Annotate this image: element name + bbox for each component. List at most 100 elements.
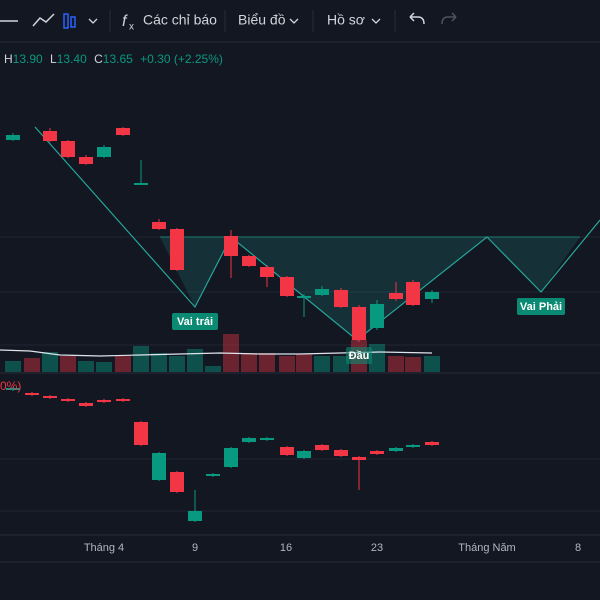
candle-icon[interactable] xyxy=(63,13,69,29)
volume-bar xyxy=(314,356,330,372)
candle-body xyxy=(260,438,274,440)
volume-bar xyxy=(24,358,40,372)
label-badge[interactable] xyxy=(346,347,372,364)
volume-bar xyxy=(296,354,312,372)
candle-body xyxy=(188,511,202,521)
volume-bar xyxy=(424,356,440,372)
head-label: Đầu xyxy=(349,350,370,362)
undo-button[interactable] xyxy=(409,12,425,25)
volume-bar xyxy=(187,349,203,372)
candle-body xyxy=(61,399,75,401)
line-chart-icon[interactable] xyxy=(32,13,55,27)
legend-change: +0.30 (+2.25%) xyxy=(140,52,223,66)
volume-bar xyxy=(388,356,404,372)
candle-body xyxy=(242,256,256,266)
candle-body xyxy=(97,147,111,157)
x-axis-label: Tháng Năm xyxy=(458,542,515,554)
candle-body xyxy=(260,267,274,277)
volume-bar xyxy=(60,356,76,372)
indicators-button[interactable]: Các chỉ báo xyxy=(143,12,217,28)
x-axis-label: 9 xyxy=(192,542,198,554)
candle-body xyxy=(297,296,311,298)
label-badge[interactable] xyxy=(172,313,218,330)
candle-body xyxy=(6,388,20,390)
volume-bar xyxy=(115,356,131,372)
volume-bar xyxy=(169,356,185,372)
candle-body xyxy=(61,141,75,157)
candle-body xyxy=(170,472,184,492)
candle-body xyxy=(315,289,329,295)
volume-bar xyxy=(333,356,349,372)
volume-bar xyxy=(259,353,275,372)
candle-body xyxy=(370,304,384,328)
dropdown-arrow[interactable] xyxy=(289,18,299,24)
legend-value: 13.40 xyxy=(57,52,87,66)
x-axis-label: 16 xyxy=(280,542,292,554)
candle-body xyxy=(224,448,238,467)
redo-button[interactable] xyxy=(441,12,457,25)
volume-bar xyxy=(96,362,112,372)
legend-label: C xyxy=(94,52,103,66)
candle-body xyxy=(6,135,20,140)
legend-value: 13.90 xyxy=(13,52,43,66)
candle-body xyxy=(280,277,294,296)
volume-bar xyxy=(241,353,257,372)
candle-body xyxy=(170,229,184,270)
left-shoulder-label: Vai trái xyxy=(177,316,213,328)
candle-body xyxy=(97,400,111,402)
candle-body xyxy=(43,396,57,398)
candle-body xyxy=(406,282,420,305)
volume-bar xyxy=(78,361,94,372)
candle-body xyxy=(116,399,130,401)
candle-body xyxy=(152,222,166,229)
candle-body xyxy=(152,453,166,480)
volume-bar xyxy=(151,353,167,372)
candle-body xyxy=(370,451,384,454)
volume-bar xyxy=(133,346,149,372)
candle-body xyxy=(389,293,403,299)
candle-body xyxy=(25,393,39,395)
volume-bar xyxy=(42,352,58,372)
right-shoulder-label: Vai Phải xyxy=(520,301,562,313)
dropdown-arrow[interactable] xyxy=(371,18,381,24)
profile-button[interactable]: Hồ sơ xyxy=(327,12,365,28)
volume-bar xyxy=(5,361,21,372)
legend-label: H xyxy=(4,52,13,66)
candle-body xyxy=(352,457,366,460)
candle-body xyxy=(224,236,238,256)
candle-body xyxy=(334,450,348,456)
candle-body xyxy=(116,128,130,135)
volume-bar xyxy=(205,366,221,372)
volume-bar xyxy=(405,357,421,372)
pattern-line[interactable] xyxy=(34,126,600,341)
lower-pane-label: 0%) xyxy=(0,379,21,393)
candle-body xyxy=(315,445,329,450)
candle-body xyxy=(425,292,439,299)
dropdown-arrow[interactable] xyxy=(88,18,98,24)
candle-body xyxy=(406,445,420,447)
fx-icon: f xyxy=(122,13,128,30)
candle-body xyxy=(79,403,93,406)
chart-button[interactable]: Biểu đồ xyxy=(238,12,286,28)
candle-body xyxy=(425,442,439,445)
candle-body xyxy=(280,447,294,455)
candle-body xyxy=(134,183,148,185)
toolbar xyxy=(0,0,600,42)
candle-body xyxy=(43,131,57,141)
label-badge[interactable] xyxy=(517,298,565,315)
legend: H13.90 L13.40 C13.65 +0.30 (+2.25%) xyxy=(4,52,223,66)
candle-body xyxy=(389,448,403,451)
candle-body xyxy=(206,474,220,476)
legend-label: L xyxy=(50,52,57,66)
candle-body xyxy=(334,290,348,307)
candle-icon xyxy=(70,16,76,28)
legend-value: 13.65 xyxy=(103,52,133,66)
candle-body xyxy=(79,157,93,164)
candle-body xyxy=(297,451,311,458)
candle-body xyxy=(134,422,148,445)
volume-bar xyxy=(369,344,385,372)
fx-icon: x xyxy=(129,22,134,33)
candle-body xyxy=(352,307,366,340)
x-axis-label: Tháng 4 xyxy=(84,542,124,554)
